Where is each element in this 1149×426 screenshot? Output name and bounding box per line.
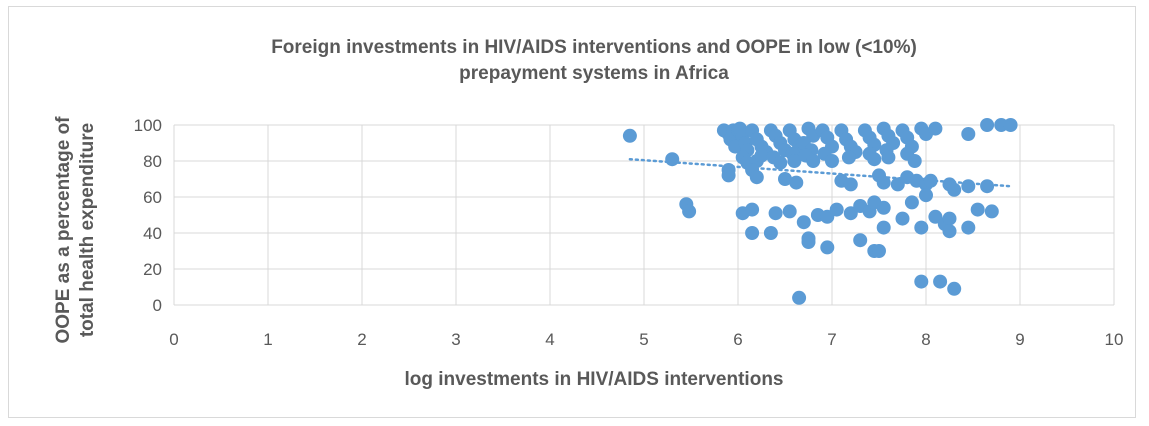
chart-frame: Foreign investments in HIV/AIDS interven… (8, 6, 1136, 418)
x-tick-label: 7 (827, 330, 836, 349)
data-point (933, 274, 948, 289)
data-point (792, 290, 807, 305)
data-point (801, 235, 816, 249)
data-point (914, 274, 929, 289)
data-point (867, 152, 882, 167)
x-tick-label: 1 (263, 330, 272, 349)
data-point (665, 152, 680, 167)
chart-title-line-1: Foreign investments in HIV/AIDS interven… (271, 37, 917, 58)
data-point (980, 118, 995, 132)
data-point (829, 202, 844, 217)
data-point (841, 150, 856, 165)
data-point (763, 226, 778, 240)
data-point (961, 127, 976, 141)
data-point (942, 211, 957, 226)
data-point (876, 220, 891, 235)
data-point (961, 220, 976, 235)
data-point (1003, 118, 1018, 132)
chart-title-line-2: prepayment systems in Africa (459, 63, 729, 84)
data-point (768, 206, 783, 221)
data-point (904, 195, 919, 210)
data-point (820, 240, 835, 255)
data-point (789, 175, 804, 190)
data-point (919, 188, 933, 203)
gridlines (173, 124, 1115, 306)
data-point (853, 233, 868, 248)
data-point (745, 202, 760, 217)
x-tick-label: 8 (921, 330, 930, 349)
x-tick-label: 10 (1105, 330, 1124, 349)
y-tick-label: 60 (143, 188, 162, 207)
data-point (980, 179, 995, 194)
data-point (806, 154, 821, 168)
data-point (907, 154, 922, 168)
y-tick-label: 20 (143, 260, 162, 279)
x-tick-label: 5 (639, 330, 648, 349)
x-tick-label: 3 (451, 330, 460, 349)
data-point (914, 220, 929, 235)
data-points (622, 118, 1018, 305)
y-axis-title-line-1: OOPE as a percentage of (53, 116, 74, 344)
data-point (923, 173, 938, 188)
data-point (942, 224, 957, 239)
data-point (773, 155, 788, 170)
x-tick-label: 4 (545, 330, 554, 349)
data-point (876, 175, 891, 190)
x-tick-label: 9 (1015, 330, 1024, 349)
y-axis-title-line-2: total health expenditure (77, 123, 98, 337)
data-point (984, 204, 999, 219)
data-point (745, 226, 760, 240)
data-point (843, 177, 858, 192)
tick-labels: 0 20 40 60 80 100 0 1 2 3 4 5 6 7 8 9 10 (134, 116, 1124, 349)
data-point (682, 204, 697, 219)
y-tick-label: 80 (143, 152, 162, 171)
x-tick-label: 6 (733, 330, 742, 349)
data-point (778, 172, 792, 186)
data-point (754, 148, 769, 163)
data-point (622, 128, 637, 143)
data-point (876, 200, 891, 215)
data-point (796, 215, 811, 230)
data-point (721, 168, 736, 183)
data-point (749, 170, 764, 185)
data-point (872, 244, 886, 258)
x-tick-label: 0 (169, 330, 178, 349)
data-point (895, 211, 910, 226)
y-tick-label: 40 (143, 224, 162, 243)
data-point (947, 182, 962, 197)
data-point (928, 121, 943, 136)
x-tick-label: 2 (357, 330, 366, 349)
x-axis-title: log investments in HIV/AIDS intervention… (404, 369, 783, 390)
data-point (782, 204, 797, 219)
data-point (970, 202, 985, 217)
data-point (825, 154, 839, 168)
y-tick-label: 0 (153, 296, 162, 315)
data-point (881, 150, 896, 165)
scatter-chart: Foreign investments in HIV/AIDS interven… (53, 37, 1124, 390)
data-point (947, 281, 962, 296)
data-point (961, 179, 976, 194)
data-point (787, 154, 802, 168)
y-tick-label: 100 (134, 116, 162, 135)
